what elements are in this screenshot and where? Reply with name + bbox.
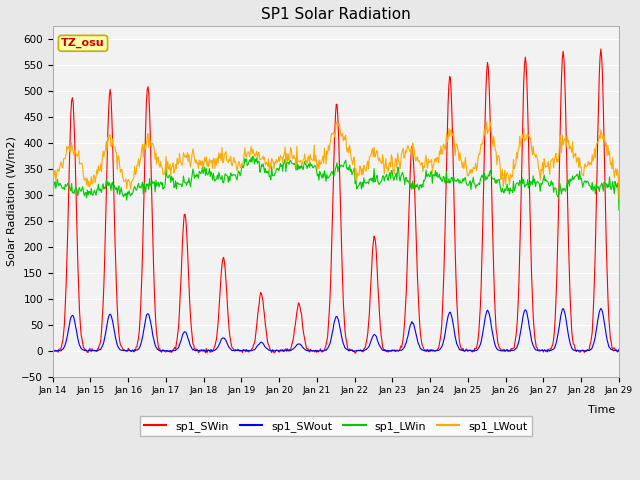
X-axis label: Time: Time [588, 405, 616, 415]
Line: sp1_LWin: sp1_LWin [52, 156, 619, 210]
sp1_SWin [175, 322, 182, 327]
sp1_SWout [422, 348, 430, 354]
Legend: sp1_SWin, sp1_SWout, sp1_LWin, sp1_LWout: sp1_SWin, sp1_SWout, sp1_LWin, sp1_LWout [140, 416, 532, 436]
sp1_SWout [175, 344, 182, 350]
sp1_SWin [351, 350, 359, 356]
Text: TZ_osu: TZ_osu [61, 38, 105, 48]
sp1_SWout [351, 349, 358, 355]
Title: SP1 Solar Radiation: SP1 Solar Radiation [261, 7, 411, 22]
sp1_SWin [59, 336, 67, 342]
sp1_LWin [175, 181, 182, 187]
sp1_SWout [117, 348, 125, 353]
sp1_SWout [615, 348, 623, 354]
sp1_LWout [332, 119, 340, 125]
sp1_LWin [422, 167, 430, 173]
sp1_LWin [49, 191, 56, 196]
sp1_LWout [406, 148, 413, 154]
sp1_LWin [615, 207, 623, 213]
Line: sp1_SWin: sp1_SWin [52, 49, 619, 353]
sp1_SWin [597, 46, 605, 52]
Y-axis label: Solar Radiation (W/m2): Solar Radiation (W/m2) [7, 136, 17, 266]
sp1_SWin [615, 346, 623, 352]
sp1_SWin [406, 189, 413, 195]
sp1_SWin [49, 346, 56, 352]
sp1_SWin [422, 349, 430, 355]
sp1_LWout [117, 167, 125, 172]
sp1_LWin [249, 153, 257, 159]
sp1_LWout [49, 174, 56, 180]
sp1_LWin [59, 186, 67, 192]
Line: sp1_LWout: sp1_LWout [52, 122, 619, 199]
sp1_SWin [205, 347, 212, 352]
sp1_LWin [205, 170, 212, 176]
sp1_LWout [422, 152, 430, 158]
sp1_SWout [59, 347, 67, 352]
sp1_LWin [117, 185, 125, 191]
sp1_SWout [49, 348, 56, 354]
Line: sp1_SWout: sp1_SWout [52, 309, 619, 352]
sp1_LWout [205, 164, 212, 169]
sp1_SWout [205, 348, 212, 353]
sp1_LWout [615, 196, 623, 202]
sp1_LWout [175, 160, 182, 166]
sp1_SWout [597, 306, 605, 312]
sp1_SWin [117, 343, 125, 349]
sp1_LWin [406, 181, 413, 187]
sp1_LWout [59, 165, 67, 171]
sp1_SWout [406, 326, 413, 332]
